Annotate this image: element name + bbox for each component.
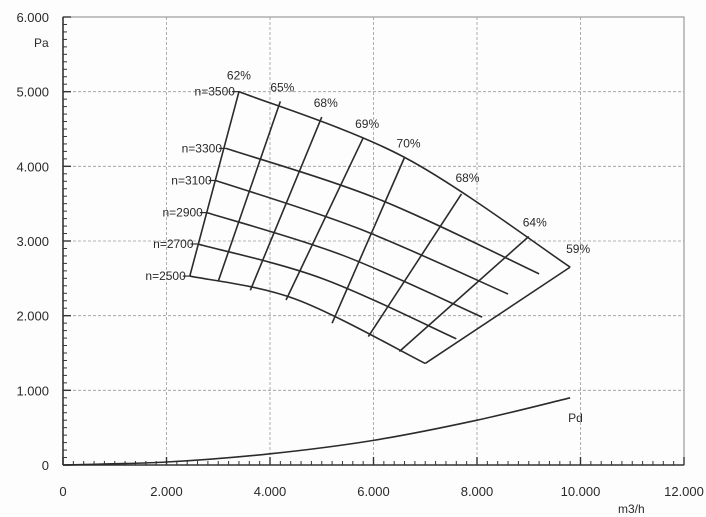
y-tick-label: 0 [42,458,49,473]
series-layer [62,90,571,466]
efficiency-line [398,235,530,353]
pd-curve-label: Pd [568,411,583,425]
speed-curve-label: n=2500 [145,269,186,283]
efficiency-line [367,193,463,338]
y-tick-label: 3.000 [16,234,49,249]
y-tick-label: 2.000 [16,309,49,324]
speed-curve-n-3300 [225,147,540,275]
y-tick-label: 4.000 [16,159,49,174]
efficiency-line [249,116,323,291]
speed-curve-label: n=2900 [162,206,203,220]
pd-curve [62,397,571,466]
efficiency-label: 65% [270,80,294,94]
y-tick-label: 6.000 [16,10,49,25]
efficiency-label: 59% [566,242,590,256]
efficiency-label: 62% [227,69,251,83]
y-axis-unit-label: Pa [34,36,49,50]
efficiency-label: 70% [397,136,421,150]
efficiency-label: 68% [455,171,479,185]
efficiency-line [285,137,364,301]
efficiency-line [331,157,406,324]
efficiency-line [189,91,240,277]
efficiency-label: 64% [523,216,547,230]
speed-curve-n-2700 [197,243,457,340]
efficiency-line [424,266,571,365]
efficiency-label: 68% [314,96,338,110]
x-tick-label: 0 [59,484,66,499]
speed-curve-n-2500 [189,275,426,365]
efficiency-line [217,101,282,282]
speed-curve-label: n=3100 [171,174,212,188]
x-tick-label: 12.000 [664,484,704,499]
x-tick-label: 6.000 [357,484,390,499]
x-tick-label: 8.000 [461,484,494,499]
speed-curve-label: n=2700 [153,237,194,251]
y-tick-label: 1.000 [16,383,49,398]
x-axis-unit-label: m3/h [618,502,645,516]
axis-layer [62,16,685,466]
x-tick-label: 2.000 [150,484,183,499]
label-layer: 0 2.000 4.000 6.000 8.000 10.000 12.000 0 1.000 2… [16,10,703,516]
speed-curve-label: n=3300 [182,141,223,155]
x-tick-label: 10.000 [561,484,601,499]
speed-curve-label: n=3500 [195,85,236,99]
efficiency-label: 69% [355,117,379,131]
speed-curve-n-2900 [206,211,483,318]
x-tick-label: 4.000 [254,484,287,499]
y-tick-label: 5.000 [16,85,49,100]
